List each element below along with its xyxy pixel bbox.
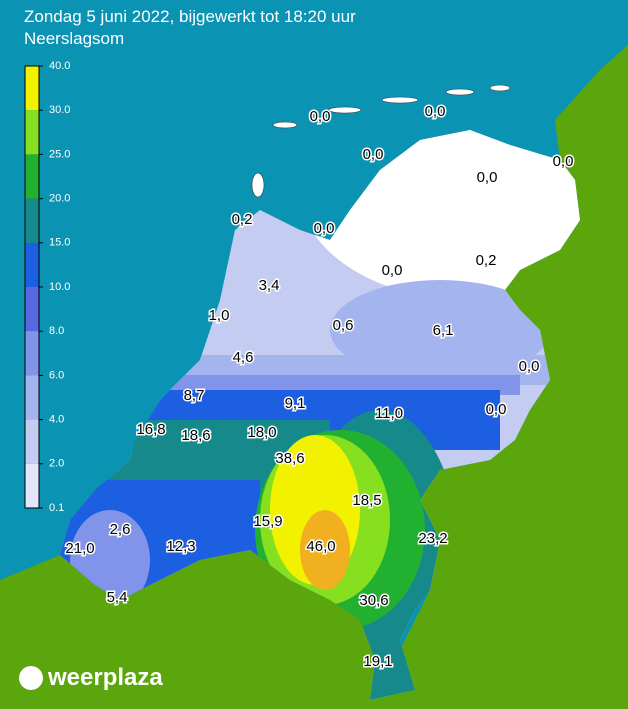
reading-label: 0,0 [425,103,446,120]
reading-label: 1,0 [209,307,230,324]
reading-label: 0,0 [486,401,507,418]
subtitle: Neerslagsom [24,29,124,48]
reading-label: 38,6 [275,450,304,467]
legend-tick-label: 6.0 [49,369,64,381]
reading-label: 30,6 [359,592,388,609]
legend-swatch [25,198,39,243]
reading-label: 0,0 [310,108,331,125]
legend-tick-label: 20.0 [49,193,70,205]
logo-icon [19,666,43,690]
reading-label: 2,6 [110,521,131,538]
reading-label: 0,0 [382,262,403,279]
legend-swatch [25,419,39,464]
reading-label: 0,0 [553,153,574,170]
legend-tick-label: 4.0 [49,414,64,426]
legend-tick-label: 0.1 [49,502,64,514]
land-belgium [0,550,375,709]
reading-label: 0,2 [476,252,497,269]
legend-tick-label: 40.0 [49,60,70,72]
reading-label: 16,8 [136,421,165,438]
reading-label: 3,4 [259,277,280,294]
reading-label: 0,6 [333,317,354,334]
reading-label: 21,0 [65,540,94,557]
reading-label: 4,6 [233,349,254,366]
legend: 40.0 30.0 25.0 20.0 15.0 10.0 8.0 6.0 4.0 2.0 0.1 [24,60,70,514]
reading-label: 12,3 [166,538,195,555]
reading-label: 15,9 [253,513,282,530]
legend-tick-label: 25.0 [49,148,70,160]
brand: weerplaza [47,664,163,691]
legend-tick-label: 15.0 [49,237,70,249]
readings: 0,0 0,0 0,0 0,0 0,0 0,2 0,0 0,0 0,2 3,4 1,0 0,6 6,1 4… [64,101,575,671]
title: Zondag 5 juni 2022, bijgewerkt tot 18:20… [24,7,356,26]
reading-label: 0,0 [519,358,540,375]
reading-label: 0,0 [477,169,498,186]
legend-swatch [25,242,39,287]
reading-label: 0,0 [314,220,335,237]
reading-label: 23,2 [418,530,447,547]
legend-swatch [25,154,39,199]
reading-label: 6,1 [433,322,454,339]
reading-label: 18,6 [181,427,210,444]
legend-swatch [25,66,39,111]
reading-label: 5,4 [107,589,128,606]
reading-label: 0,0 [363,146,384,163]
legend-swatch [25,287,39,332]
legend-swatch [25,463,39,508]
islands [251,84,511,198]
legend-tick-label: 2.0 [49,458,64,470]
reading-label: 46,0 [306,538,335,555]
land-germany [360,45,628,709]
reading-label: 8,7 [184,387,205,404]
reading-label: 11,0 [375,405,403,422]
reading-label: 18,0 [247,424,276,441]
legend-swatch [25,331,39,376]
reading-label: 9,1 [285,395,306,412]
legend-tick-label: 30.0 [49,104,70,116]
reading-label: 18,5 [352,492,381,509]
legend-swatch [25,110,39,155]
reading-label: 0,2 [232,211,253,228]
legend-tick-label: 10.0 [49,281,70,293]
legend-swatch [25,375,39,420]
reading-label: 19,1 [363,653,392,670]
legend-tick-label: 8.0 [49,325,64,337]
